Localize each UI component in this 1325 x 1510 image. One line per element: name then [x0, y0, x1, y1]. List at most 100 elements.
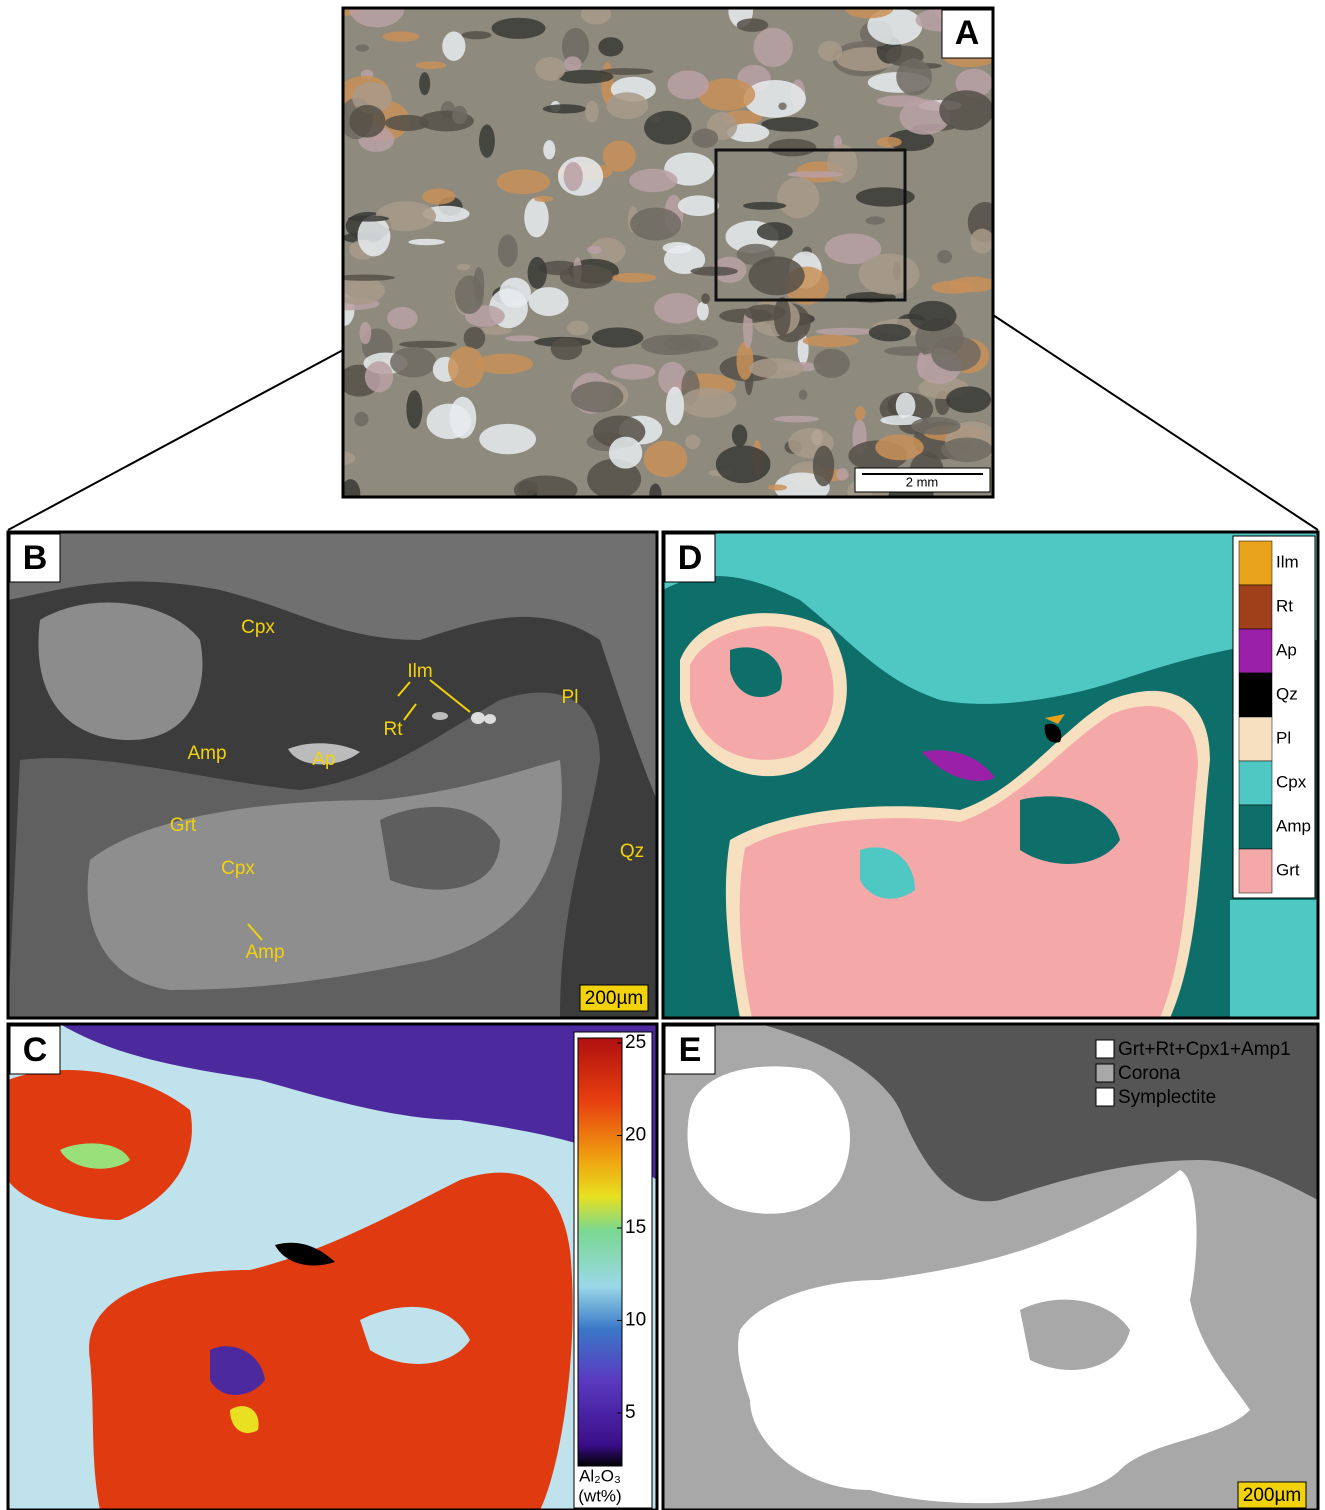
legend-swatch: [1239, 761, 1272, 805]
texture: [529, 287, 569, 316]
texture: [387, 307, 418, 329]
texture: [744, 304, 785, 321]
texture: [859, 253, 920, 294]
texture: [399, 341, 457, 348]
texture: [768, 484, 787, 490]
texture: [664, 334, 718, 352]
texture: [644, 441, 688, 477]
texture: [498, 234, 518, 267]
texture: [543, 140, 555, 159]
legend-swatch: [1096, 1040, 1114, 1058]
texture: [917, 353, 925, 378]
texture: [743, 202, 786, 210]
texture: [931, 336, 980, 371]
texture: [697, 302, 709, 321]
legend-label: Pl: [1276, 728, 1291, 747]
texture: [452, 106, 467, 125]
texture: [855, 406, 865, 420]
texture: [365, 361, 393, 392]
legend-swatch: [1239, 673, 1272, 717]
texture: [558, 70, 614, 84]
texture: [564, 162, 583, 191]
panel-e-image: [663, 1024, 1318, 1510]
legend-swatch: [1096, 1064, 1114, 1082]
panel-label: C: [23, 1031, 48, 1069]
texture: [813, 446, 834, 487]
texture: [492, 18, 546, 39]
mineral-label: Rt: [384, 719, 404, 740]
legend-label: Symplectite: [1118, 1087, 1216, 1108]
panel-a-image: [319, 0, 1003, 510]
texture: [768, 139, 816, 157]
mineral-label: Amp: [245, 942, 284, 963]
texture: [390, 347, 436, 377]
texture: [534, 196, 553, 202]
texture: [813, 349, 850, 378]
texture: [455, 275, 484, 314]
legend-label: Ilm: [1276, 552, 1299, 571]
texture: [909, 301, 957, 331]
texture: [524, 198, 549, 238]
texture: [567, 321, 589, 336]
legend-label: Qz: [1276, 684, 1298, 703]
legend-label: Ap: [1276, 640, 1297, 659]
texture: [678, 195, 719, 216]
texture: [612, 273, 657, 283]
texture: [970, 229, 993, 254]
texture: [348, 216, 389, 222]
texture: [560, 265, 613, 289]
scale-bar-label: 2 mm: [906, 474, 939, 489]
texture: [464, 327, 486, 349]
texture: [896, 393, 916, 419]
mineral-label: Pl: [562, 687, 579, 708]
texture: [448, 346, 485, 388]
texture: [654, 293, 701, 324]
legend-label: Rt: [1276, 596, 1293, 615]
texture: [528, 257, 547, 289]
texture: [877, 137, 902, 147]
texture: [535, 57, 565, 81]
texture: [680, 388, 736, 418]
panel-c-image: [8, 1024, 657, 1510]
texture: [865, 216, 885, 224]
tick-label: 25: [625, 1032, 646, 1053]
texture: [630, 208, 681, 241]
texture: [543, 104, 587, 113]
texture: [692, 129, 718, 148]
panel-b-image: [8, 532, 657, 1018]
texture: [685, 435, 700, 449]
texture: [349, 105, 385, 138]
texture: [422, 189, 455, 205]
texture: [836, 468, 848, 481]
texture: [761, 117, 818, 131]
legend-label: Cpx: [1276, 772, 1307, 791]
texture: [571, 382, 623, 413]
texture: [931, 281, 974, 294]
scale-bar-label: 200µm: [1243, 1485, 1301, 1506]
texture: [799, 390, 808, 400]
texture: [884, 346, 933, 356]
mineral-label: Grt: [170, 815, 197, 836]
legend-swatch: [1239, 585, 1272, 629]
texture: [457, 264, 471, 271]
texture: [753, 28, 793, 67]
texture: [787, 171, 843, 178]
texture: [419, 72, 430, 95]
mineral-label: Cpx: [221, 858, 255, 879]
colorbar: [578, 1038, 622, 1466]
tick-label: 15: [625, 1217, 646, 1238]
panel-label: D: [678, 539, 703, 577]
texture: [592, 327, 643, 347]
texture: [497, 170, 550, 195]
panel-d-image: [663, 532, 1318, 1018]
texture: [896, 59, 932, 96]
texture: [354, 412, 368, 427]
texture: [815, 328, 876, 335]
texture: [585, 101, 599, 123]
legend-swatch: [1239, 805, 1272, 849]
legend-label: Grt+Rt+Cpx1+Amp1: [1118, 1039, 1291, 1060]
texture: [606, 92, 648, 119]
texture: [736, 342, 753, 380]
texture: [774, 416, 819, 423]
texture: [644, 111, 691, 145]
